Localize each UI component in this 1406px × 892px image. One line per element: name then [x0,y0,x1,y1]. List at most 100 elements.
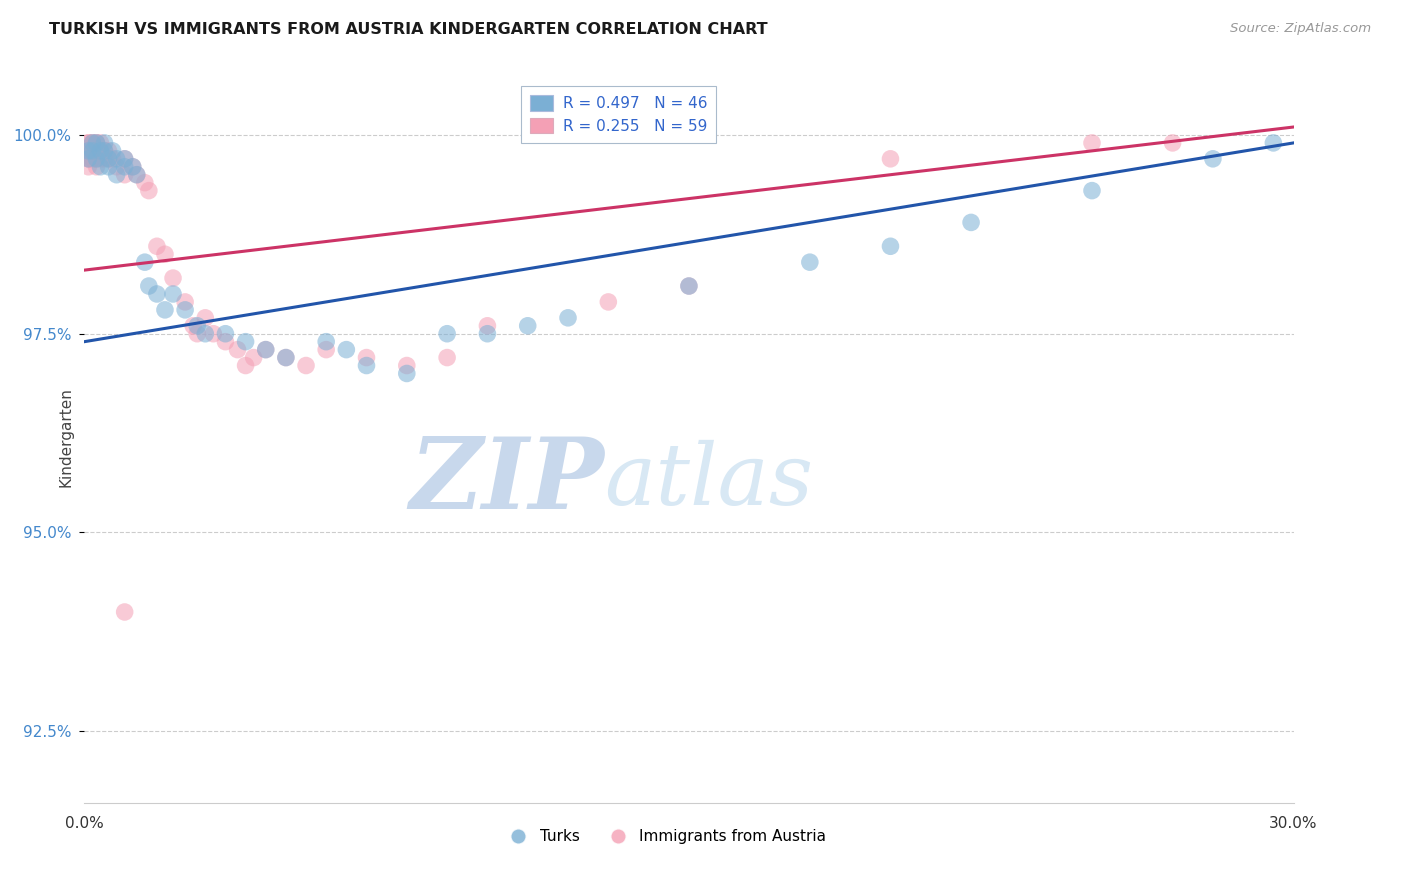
Text: atlas: atlas [605,440,814,523]
Point [97,152,120,166]
Point [214,326,236,341]
Point [134,255,156,269]
Point [77,144,100,158]
Point [146,239,169,253]
Point [274,351,297,365]
Point [194,310,217,325]
Y-axis label: Kindergarten: Kindergarten [58,387,73,487]
Point [77,136,100,150]
Point [125,168,148,182]
Point [477,318,499,333]
Point [153,302,176,317]
Point [335,343,357,357]
Point [678,279,700,293]
Point [105,168,128,182]
Point [114,152,136,166]
Point [93,144,115,158]
Point [181,318,204,333]
Point [235,334,257,349]
Point [82,144,104,158]
Point [598,294,620,309]
Point [86,160,108,174]
Point [82,136,104,150]
Point [254,343,277,357]
Point [86,152,108,166]
Point [395,359,418,373]
Point [879,152,901,166]
Point [97,152,120,166]
Text: TURKISH VS IMMIGRANTS FROM AUSTRIA KINDERGARTEN CORRELATION CHART: TURKISH VS IMMIGRANTS FROM AUSTRIA KINDE… [49,22,768,37]
Point [516,318,538,333]
Point [121,160,143,174]
Point [186,326,208,341]
Point [194,326,217,341]
Point [86,144,108,158]
Point [436,326,458,341]
Point [77,160,100,174]
Point [315,334,337,349]
Point [356,351,378,365]
Point [226,343,249,357]
Point [678,279,700,293]
Point [1081,184,1104,198]
Point [86,136,108,150]
Point [295,359,318,373]
Point [82,152,104,166]
Point [202,326,225,341]
Point [799,255,821,269]
Point [114,152,136,166]
Point [125,168,148,182]
Point [89,144,111,158]
Point [82,144,104,158]
Point [254,343,277,357]
Point [174,294,197,309]
Point [114,605,136,619]
Point [162,287,184,301]
Point [134,176,156,190]
Point [138,279,160,293]
Point [960,215,983,229]
Point [89,160,111,174]
Point [86,152,108,166]
Point [93,136,115,150]
Point [235,359,257,373]
Point [315,343,337,357]
Point [114,168,136,182]
Point [82,144,104,158]
Point [77,152,100,166]
Point [121,160,143,174]
Point [153,247,176,261]
Point [105,152,128,166]
Point [82,136,104,150]
Point [82,152,104,166]
Point [77,152,100,166]
Point [86,136,108,150]
Point [89,152,111,166]
Point [436,351,458,365]
Point [105,160,128,174]
Point [477,326,499,341]
Point [77,136,100,150]
Point [89,144,111,158]
Point [93,152,115,166]
Point [1263,136,1285,150]
Point [146,287,169,301]
Text: Source: ZipAtlas.com: Source: ZipAtlas.com [1230,22,1371,36]
Point [97,144,120,158]
Point [879,239,901,253]
Point [162,271,184,285]
Point [93,144,115,158]
Point [86,136,108,150]
Point [114,160,136,174]
Point [77,144,100,158]
Point [77,152,100,166]
Point [138,184,160,198]
Point [274,351,297,365]
Point [77,144,100,158]
Point [395,367,418,381]
Point [82,136,104,150]
Point [174,302,197,317]
Legend: Turks, Immigrants from Austria: Turks, Immigrants from Austria [498,822,832,850]
Point [89,136,111,150]
Point [101,152,124,166]
